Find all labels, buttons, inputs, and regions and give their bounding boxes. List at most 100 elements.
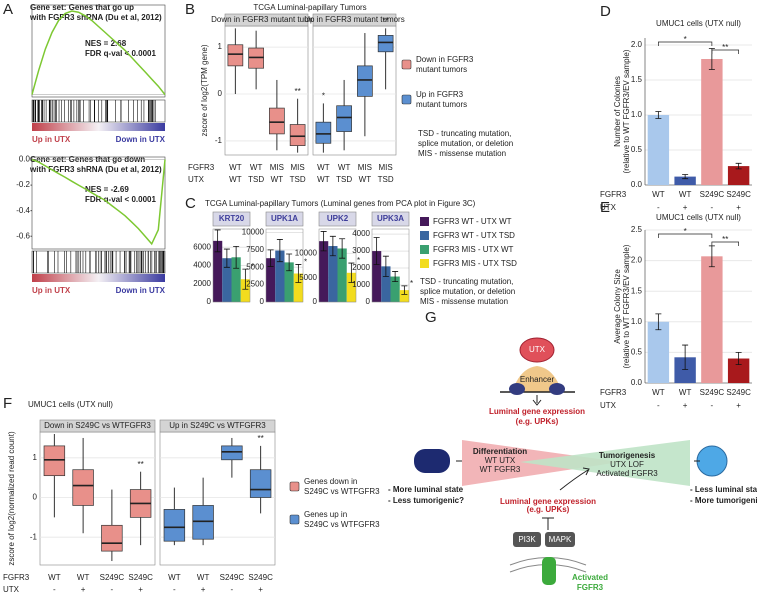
facet-title: Up in FGFR3 mutant tumors	[304, 15, 404, 24]
bar	[213, 240, 223, 302]
note: MIS - missense mutation	[418, 149, 506, 158]
error-bar	[233, 245, 240, 269]
utx-protein	[519, 337, 555, 363]
error-bar	[329, 235, 336, 257]
bar	[727, 358, 750, 383]
error-bar	[735, 352, 742, 366]
significance: *	[304, 258, 307, 267]
legend-label: Genes down in	[304, 477, 357, 486]
facet-title: Down in S249C vs WTFGFR3	[44, 421, 151, 430]
box	[315, 121, 332, 144]
box	[336, 105, 352, 132]
category-2: TSD	[290, 175, 306, 184]
bar	[381, 266, 391, 302]
note: TSD - truncating mutation,	[418, 129, 511, 138]
note: splice mutation, or deletion	[418, 139, 513, 148]
panel-letter: B	[185, 1, 195, 18]
y-tick-label: 1	[33, 453, 38, 462]
category-2: -	[711, 401, 714, 410]
category-2: +	[138, 585, 143, 594]
box	[72, 469, 94, 506]
category: S249C	[128, 573, 153, 582]
y-tick-label: 0.0	[19, 155, 31, 164]
category-2: -	[657, 203, 660, 212]
y-tick-label: 0	[218, 89, 223, 98]
legend-label: Down in FGFR3	[416, 55, 474, 64]
error-bar	[295, 264, 302, 283]
y-tick-label: 6000	[193, 242, 211, 251]
y-tick-label: 7500	[246, 245, 264, 254]
bar	[240, 279, 250, 302]
differentiation-text: WT FGFR3	[480, 465, 521, 474]
category: WT	[338, 163, 351, 172]
category-2: +	[736, 401, 741, 410]
row-label: UTX	[188, 175, 205, 184]
rank-gradient	[32, 274, 165, 282]
facet-header	[39, 419, 156, 433]
bar	[346, 272, 356, 302]
y-tick-label: 10000	[242, 228, 265, 237]
box	[357, 65, 373, 97]
category: WT	[229, 163, 242, 172]
y-tick-label: 1.0	[631, 317, 643, 326]
mapk-box	[545, 532, 575, 547]
tumor-cell	[696, 445, 728, 477]
legend-label: FGFR3 MIS - UTX WT	[433, 245, 514, 254]
panel-letter: F	[3, 395, 12, 412]
gsea-stat: NES = -2.69	[85, 185, 129, 194]
category: WT	[652, 388, 665, 397]
y-tick-label: 0.0	[631, 378, 643, 387]
panel-header	[212, 211, 251, 227]
category-2: -	[231, 585, 234, 594]
error-bar	[392, 271, 399, 283]
box	[227, 44, 244, 67]
bar	[275, 250, 285, 302]
error-bar	[339, 238, 346, 259]
category: S249C	[100, 573, 125, 582]
legend-label: FGFR3 WT - UTX TSD	[433, 231, 515, 240]
category: WT	[77, 573, 90, 582]
es-curve	[31, 158, 166, 246]
small-luminal: (e.g. UPKs)	[527, 505, 570, 514]
legend-swatch	[420, 245, 429, 254]
y-tick-label: 2000	[352, 263, 370, 272]
y-tick-label: 0.5	[631, 348, 643, 357]
box	[101, 524, 123, 552]
gsea-stat: FDR q-val < 0.0001	[85, 195, 156, 204]
error-bar	[348, 262, 355, 283]
rank-gradient	[32, 123, 165, 131]
y-tick-label: 2.0	[631, 256, 643, 265]
significance: **	[722, 43, 728, 52]
category-2: -	[53, 585, 56, 594]
gsea-title: Gene set: Genes that go up	[30, 3, 134, 12]
category: WT	[197, 573, 210, 582]
panel-header	[371, 211, 410, 227]
y-tick-label: 1.5	[631, 286, 643, 295]
es-curve	[31, 10, 166, 96]
gsea-title: with FGFR3 shRNA (Du et al, 2012)	[29, 165, 162, 174]
box	[163, 509, 186, 542]
box	[221, 445, 243, 461]
bar	[328, 246, 338, 302]
significance: *	[251, 262, 254, 271]
state-text: - More luminal state	[388, 485, 464, 494]
error-bar	[214, 229, 221, 253]
y-tick-label: -0.4	[16, 206, 30, 215]
panel-letter: A	[3, 1, 13, 18]
box	[269, 107, 285, 135]
category-2: WT	[359, 175, 372, 184]
panel-frame	[212, 228, 251, 303]
category: S249C	[700, 190, 725, 199]
category: S249C	[220, 573, 245, 582]
facet-title: Up in S249C vs WTFGFR3	[169, 421, 266, 430]
category-2: +	[258, 585, 263, 594]
chart-title: UMUC1 cells (UTX null)	[28, 400, 113, 409]
bar	[319, 241, 329, 302]
category: WT	[679, 388, 692, 397]
plot-frame	[31, 4, 166, 98]
y-tick-label: 5000	[299, 273, 317, 282]
panel-frame	[371, 228, 410, 303]
enhancer-label: Enhancer	[520, 375, 555, 384]
row-label: UTX	[600, 401, 617, 410]
